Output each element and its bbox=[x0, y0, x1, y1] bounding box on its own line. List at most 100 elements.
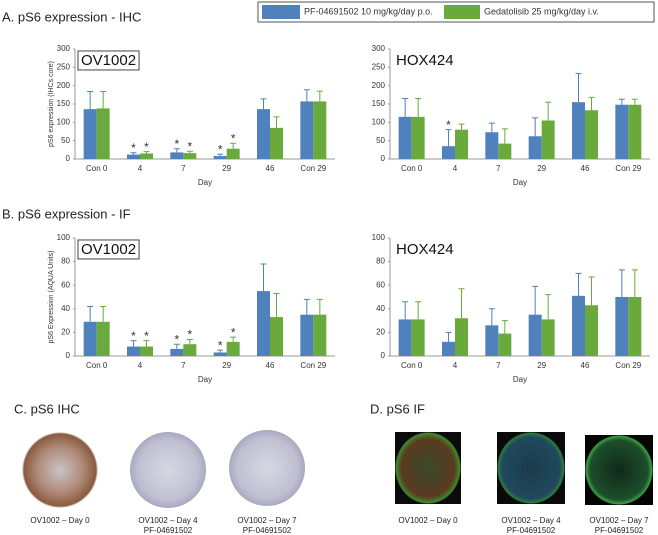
ihc-image bbox=[22, 432, 98, 508]
bar bbox=[411, 319, 425, 356]
x-tick-label: 7 bbox=[181, 164, 186, 173]
error-bar bbox=[87, 305, 94, 322]
legend-swatch bbox=[262, 5, 300, 19]
bar bbox=[213, 352, 227, 356]
x-tick-label: Con 29 bbox=[300, 361, 326, 370]
error-bar bbox=[458, 123, 465, 130]
error-bar bbox=[445, 331, 452, 342]
x-tick-label: 29 bbox=[222, 164, 231, 173]
error-bar bbox=[588, 96, 595, 111]
significance-mark: * bbox=[187, 328, 192, 342]
error-bar bbox=[260, 98, 267, 110]
significance-mark: * bbox=[131, 141, 136, 155]
title-box bbox=[77, 239, 140, 260]
error-bar bbox=[532, 285, 539, 315]
x-tick-label: 29 bbox=[222, 361, 231, 370]
error-bar bbox=[230, 336, 237, 342]
x-tick-label: Con 0 bbox=[86, 361, 108, 370]
x-tick-label: 7 bbox=[496, 361, 501, 370]
y-tick-label: 100 bbox=[372, 233, 386, 242]
bar bbox=[485, 132, 499, 159]
section-title: C. pS6 IHC bbox=[14, 401, 80, 416]
bar bbox=[541, 319, 555, 356]
bar bbox=[313, 314, 327, 356]
chart-title: OV1002 bbox=[81, 52, 136, 69]
bar bbox=[615, 104, 629, 159]
title-box bbox=[77, 50, 140, 71]
error-bar bbox=[501, 320, 508, 334]
bar bbox=[270, 317, 283, 356]
image-caption: PF-04691502 bbox=[144, 526, 193, 535]
y-tick-label: 100 bbox=[57, 117, 71, 126]
error-bar bbox=[186, 338, 193, 345]
bar bbox=[455, 318, 468, 356]
x-axis-label: Day bbox=[513, 178, 527, 187]
error-bar bbox=[316, 298, 323, 315]
y-tick-label: 40 bbox=[376, 304, 385, 313]
bar bbox=[313, 101, 327, 159]
y-tick-label: 0 bbox=[381, 351, 386, 360]
image-caption: PF-04691502 bbox=[243, 526, 292, 535]
bar bbox=[541, 120, 555, 159]
y-tick-label: 150 bbox=[372, 99, 386, 108]
bar bbox=[140, 153, 153, 159]
significance-mark: * bbox=[174, 332, 179, 346]
x-axis-label: Day bbox=[198, 375, 212, 384]
bar bbox=[83, 321, 97, 356]
if-image bbox=[395, 432, 461, 504]
error-bar bbox=[217, 153, 224, 157]
bar bbox=[257, 109, 270, 159]
bar bbox=[485, 325, 499, 356]
bar bbox=[226, 148, 240, 159]
error-bar bbox=[575, 73, 582, 103]
bar bbox=[585, 110, 598, 159]
y-tick-label: 150 bbox=[57, 99, 71, 108]
error-bar bbox=[217, 349, 224, 353]
error-bar bbox=[303, 89, 310, 102]
error-bar bbox=[402, 301, 409, 320]
significance-mark: * bbox=[446, 118, 451, 132]
ihc-image bbox=[229, 430, 305, 506]
bar bbox=[183, 344, 197, 356]
error-bar bbox=[402, 98, 409, 117]
image-caption: OV1002 – Day 4 bbox=[501, 516, 561, 525]
x-tick-label: Con 0 bbox=[401, 361, 423, 370]
y-tick-label: 60 bbox=[376, 280, 385, 289]
bar bbox=[140, 346, 153, 356]
error-bar bbox=[618, 269, 625, 297]
error-bar bbox=[143, 340, 150, 347]
x-tick-label: 4 bbox=[453, 164, 458, 173]
y-tick-label: 80 bbox=[376, 257, 385, 266]
chart-title: HOX424 bbox=[396, 241, 454, 258]
bar bbox=[411, 116, 425, 159]
error-bar bbox=[545, 101, 552, 121]
x-tick-label: 7 bbox=[496, 164, 501, 173]
x-tick-label: 29 bbox=[537, 164, 546, 173]
image-caption: OV1002 – Day 0 bbox=[30, 516, 90, 525]
error-bar bbox=[588, 276, 595, 306]
y-tick-label: 60 bbox=[61, 280, 70, 289]
y-tick-label: 100 bbox=[372, 117, 386, 126]
chart-title: HOX424 bbox=[396, 52, 454, 69]
bar bbox=[170, 152, 184, 159]
bar bbox=[528, 136, 542, 159]
y-tick-label: 20 bbox=[61, 328, 70, 337]
y-tick-label: 250 bbox=[372, 62, 386, 71]
x-tick-label: Con 29 bbox=[615, 361, 641, 370]
significance-mark: * bbox=[131, 329, 136, 343]
x-tick-label: 46 bbox=[581, 164, 590, 173]
bar bbox=[170, 348, 184, 356]
section-title: B. pS6 expression - IF bbox=[2, 206, 131, 221]
x-tick-label: 46 bbox=[266, 361, 275, 370]
section-title: D. pS6 IF bbox=[370, 401, 425, 416]
y-tick-label: 300 bbox=[57, 44, 71, 53]
error-bar bbox=[488, 122, 495, 133]
error-bar bbox=[230, 142, 237, 149]
bar bbox=[528, 314, 542, 356]
significance-mark: * bbox=[144, 140, 149, 154]
error-bar bbox=[532, 117, 539, 137]
bar bbox=[398, 116, 412, 159]
error-bar bbox=[173, 148, 180, 153]
bar bbox=[127, 346, 140, 356]
bar bbox=[628, 104, 642, 159]
